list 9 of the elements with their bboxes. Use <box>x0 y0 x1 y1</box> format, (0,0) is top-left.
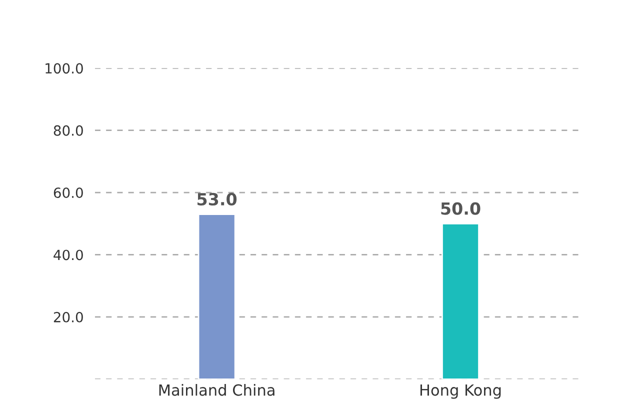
x-tick-label: Mainland China <box>159 384 274 396</box>
y-tick-label: 100.0 <box>46 63 83 74</box>
y-tick-label: 40.0 <box>54 250 83 260</box>
data-label: 50.0 <box>441 202 480 215</box>
y-tick-label: 20.0 <box>54 312 83 322</box>
y-tick-label: 80.0 <box>54 125 83 136</box>
y-tick-label: 60.0 <box>54 188 83 198</box>
x-tick-label: Hong Kong <box>420 384 501 399</box>
data-label: 53.0 <box>198 192 237 206</box>
